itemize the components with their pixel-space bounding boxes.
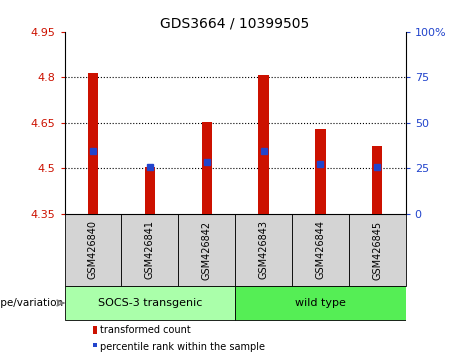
Text: GSM426845: GSM426845 — [372, 221, 382, 280]
Text: wild type: wild type — [295, 298, 346, 308]
Text: SOCS-3 transgenic: SOCS-3 transgenic — [98, 298, 202, 308]
Bar — [349, 213, 406, 286]
Bar — [315, 130, 325, 213]
Title: GDS3664 / 10399505: GDS3664 / 10399505 — [160, 17, 310, 31]
Bar — [178, 213, 235, 286]
Bar — [121, 213, 178, 286]
Text: transformed count: transformed count — [100, 325, 190, 335]
Bar — [88, 73, 98, 213]
Text: GSM426840: GSM426840 — [88, 221, 98, 279]
Bar — [93, 326, 97, 333]
Bar — [259, 75, 269, 213]
Bar — [372, 146, 382, 213]
Bar — [201, 122, 212, 213]
Bar — [145, 167, 155, 213]
Text: percentile rank within the sample: percentile rank within the sample — [100, 342, 265, 352]
Bar — [235, 213, 292, 286]
Text: genotype/variation: genotype/variation — [0, 298, 64, 308]
Bar — [65, 213, 121, 286]
Text: GSM426843: GSM426843 — [259, 221, 269, 279]
Text: GSM426841: GSM426841 — [145, 221, 155, 279]
Bar — [235, 286, 406, 320]
Bar — [292, 213, 349, 286]
Text: GSM426844: GSM426844 — [315, 221, 325, 279]
Text: GSM426842: GSM426842 — [201, 221, 212, 280]
Bar — [93, 343, 97, 350]
Bar — [65, 286, 235, 320]
